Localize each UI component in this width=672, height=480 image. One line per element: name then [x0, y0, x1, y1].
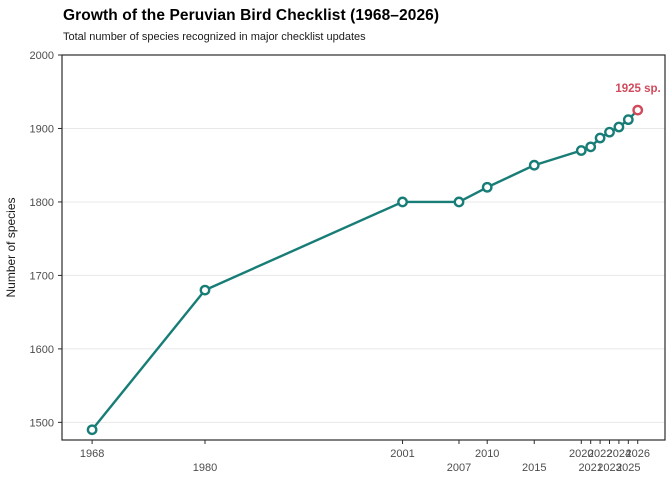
- x-tick-label-row2: 2023: [597, 462, 621, 474]
- data-point: [528, 159, 540, 171]
- x-tick-label-row2: 2007: [447, 462, 471, 474]
- data-point: [453, 196, 465, 208]
- y-tick-label: 1700: [30, 270, 54, 282]
- data-point: [613, 121, 625, 133]
- y-axis-title: Number of species: [4, 197, 18, 297]
- data-point: [622, 114, 634, 126]
- data-point: [594, 132, 606, 144]
- data-point: [397, 196, 408, 208]
- data-point: [481, 181, 493, 193]
- x-tick-label-row1: 1968: [80, 448, 104, 460]
- x-tick-label-row2: 2021: [578, 462, 602, 474]
- data-point: [199, 284, 211, 296]
- y-tick-label: 1600: [30, 344, 54, 356]
- data-point-highlight: [632, 104, 644, 116]
- panel-border: [61, 54, 666, 441]
- y-tick-label: 1900: [30, 123, 54, 135]
- data-point: [575, 145, 587, 156]
- x-tick-label-row2: 2025: [616, 462, 640, 474]
- x-tick-label-row1: 2010: [475, 448, 499, 460]
- chart-title: Growth of the Peruvian Bird Checklist (1…: [63, 7, 440, 24]
- y-tick-label: 2000: [30, 50, 54, 62]
- x-tick-label-row1: 2022: [588, 448, 612, 460]
- x-tick-label-row2: 2015: [522, 462, 546, 474]
- y-tick-label: 1500: [30, 417, 54, 429]
- x-tick-label-row1: 2024: [607, 448, 631, 460]
- data-point: [604, 126, 615, 138]
- x-tick-label-row1: 2026: [625, 448, 649, 460]
- chart-subtitle: Total number of species recognized in ma…: [63, 31, 366, 43]
- x-tick-label-row2: 1980: [193, 462, 217, 474]
- x-tick-label-row1: 2001: [390, 448, 414, 460]
- data-point: [585, 141, 597, 153]
- x-tick-label-row1: 2020: [569, 448, 593, 460]
- y-tick-label: 1800: [30, 197, 54, 209]
- annotation-label: 1925 sp.: [615, 83, 660, 95]
- species-line: [90, 108, 639, 431]
- data-point: [86, 424, 98, 436]
